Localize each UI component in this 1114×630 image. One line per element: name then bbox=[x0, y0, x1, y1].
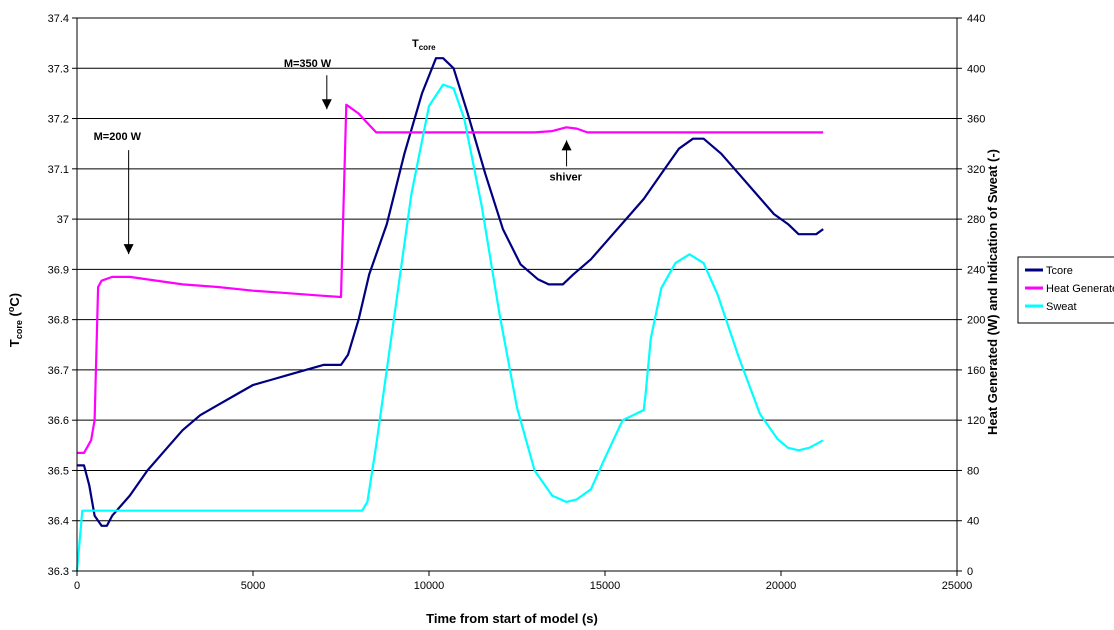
left-y-ticks: 36.3 36.4 36.5 36.6 36.7 36.8 36.9 37 37.1 37.2 37… bbox=[48, 13, 77, 578]
right-tick-label: 80 bbox=[967, 465, 979, 477]
left-tick-label: 36.6 bbox=[48, 415, 69, 427]
left-tick-label: 36.7 bbox=[48, 365, 69, 377]
left-tick-label: 37.4 bbox=[48, 13, 69, 25]
right-tick-label: 320 bbox=[967, 164, 985, 176]
right-y-ticks: 0 40 80 120 160 200 240 280 320 360 400 440 bbox=[957, 13, 985, 578]
left-tick-label: 37.1 bbox=[48, 164, 69, 176]
legend-label: Tcore bbox=[1046, 265, 1073, 277]
x-tick-label: 15000 bbox=[590, 580, 621, 592]
x-tick-label: 0 bbox=[74, 580, 80, 592]
left-tick-label: 37.3 bbox=[48, 63, 69, 75]
annotation-arrow-head bbox=[321, 99, 332, 110]
annotation-label: M=350 W bbox=[284, 58, 332, 70]
x-ticks: 0 5000 10000 15000 20000 25000 bbox=[74, 571, 972, 592]
right-tick-label: 0 bbox=[967, 566, 973, 578]
x-tick-label: 25000 bbox=[942, 580, 973, 592]
tcore-peak-label: Tcore bbox=[412, 38, 436, 52]
annotation-arrow-head bbox=[561, 140, 572, 151]
right-tick-label: 200 bbox=[967, 315, 985, 327]
right-tick-label: 280 bbox=[967, 214, 985, 226]
right-tick-label: 40 bbox=[967, 516, 979, 528]
x-tick-label: 10000 bbox=[414, 580, 445, 592]
series-line-sweat bbox=[75, 83, 824, 572]
right-tick-label: 440 bbox=[967, 13, 985, 25]
annotations: M=200 W M=350 W shiver bbox=[94, 58, 583, 255]
left-tick-label: 36.9 bbox=[48, 264, 69, 276]
left-tick-label: 36.3 bbox=[48, 566, 69, 578]
series-line-heat-generated bbox=[77, 103, 824, 454]
right-tick-label: 400 bbox=[967, 63, 985, 75]
left-tick-label: 37 bbox=[57, 214, 69, 226]
right-y-axis-title: Heat Generated (W) and Indication of Swe… bbox=[985, 149, 1000, 435]
grid-lines bbox=[77, 17, 957, 522]
right-tick-label: 120 bbox=[967, 415, 985, 427]
left-tick-label: 37.2 bbox=[48, 114, 69, 126]
x-axis-title: Time from start of model (s) bbox=[426, 611, 598, 626]
left-tick-label: 36.8 bbox=[48, 315, 69, 327]
annotation-label: shiver bbox=[550, 171, 583, 183]
right-tick-label: 360 bbox=[967, 114, 985, 126]
legend: Tcore Heat Generated Sweat bbox=[1017, 256, 1114, 324]
annotation-arrow-head bbox=[123, 244, 134, 255]
series-lines bbox=[75, 57, 824, 572]
x-tick-label: 20000 bbox=[766, 580, 797, 592]
x-tick-label: 5000 bbox=[241, 580, 265, 592]
left-y-axis-title: Tcore (oC) bbox=[6, 293, 24, 347]
left-tick-label: 36.5 bbox=[48, 465, 69, 477]
series-line-tcore bbox=[77, 57, 824, 527]
right-tick-label: 240 bbox=[967, 264, 985, 276]
legend-box bbox=[1017, 256, 1114, 324]
left-tick-label: 36.4 bbox=[48, 516, 69, 528]
right-tick-label: 160 bbox=[967, 365, 985, 377]
legend-label: Sweat bbox=[1046, 301, 1077, 313]
axes bbox=[76, 18, 958, 572]
legend-label: Heat Generated bbox=[1046, 283, 1114, 295]
annotation-label: M=200 W bbox=[94, 131, 142, 143]
